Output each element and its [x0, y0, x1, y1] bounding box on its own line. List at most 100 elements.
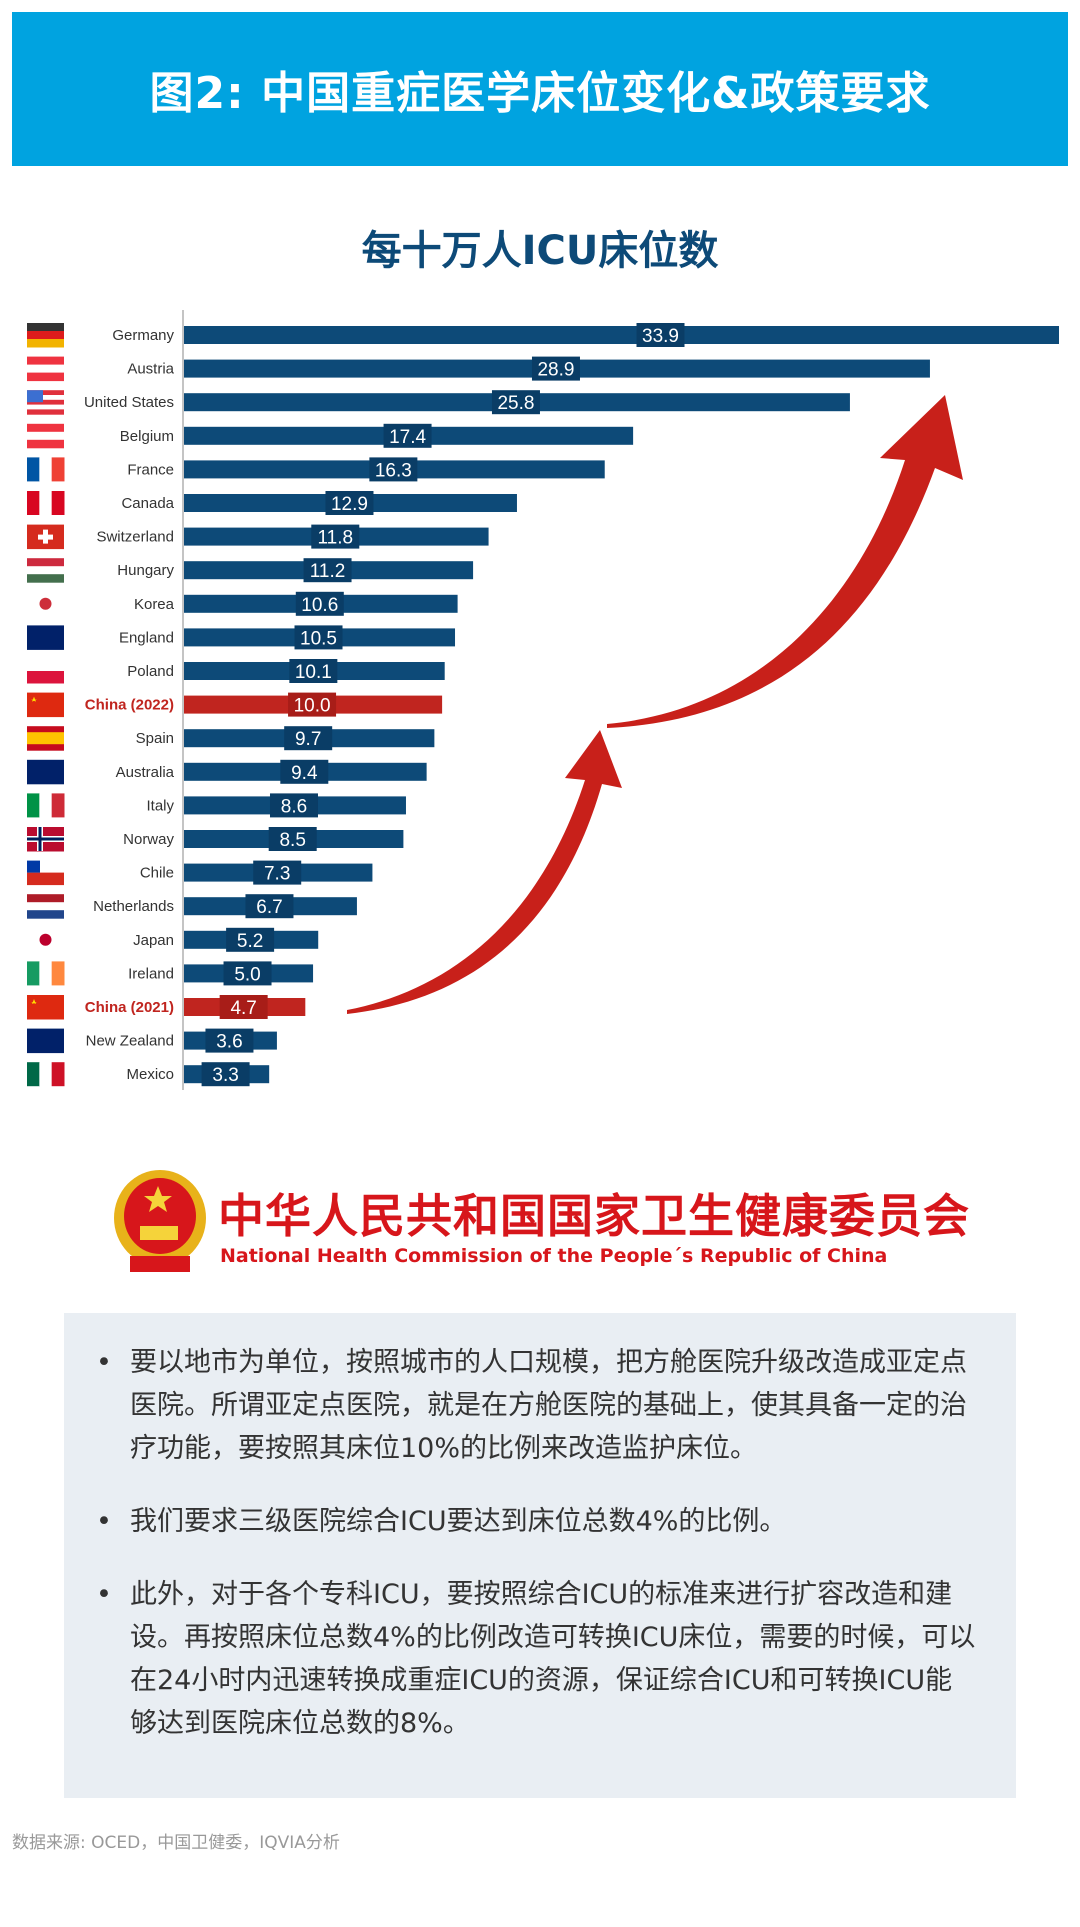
value-label: 10.0 [294, 696, 331, 717]
category-label: Japan [133, 932, 174, 949]
value-label-bg [531, 356, 580, 381]
value-label: 5.2 [237, 931, 263, 952]
flag-austria-icon [27, 356, 64, 382]
category-label: Korea [134, 596, 175, 613]
value-label: 9.7 [295, 729, 321, 750]
value-label-bg [280, 759, 329, 784]
flag-canada-icon [27, 491, 65, 515]
value-label: 6.7 [256, 897, 282, 918]
nhc-name-cn: 中华人民共和国国家卫生健康委员会 [218, 1189, 970, 1243]
value-label: 3.6 [216, 1032, 242, 1053]
value-label-bg [245, 894, 294, 919]
chart-title: 每十万人ICU床位数 [361, 228, 719, 274]
category-label: China (2022) [85, 697, 174, 714]
trend-arrow-icon [347, 730, 622, 1014]
policy-bullet: 要以地市为单位，按照城市的人口规模，把方舱医院升级改造成亚定点医院。所谓亚定点医… [96, 1341, 976, 1470]
value-label-bg [303, 558, 352, 583]
category-label: Spain [136, 730, 174, 747]
value-label-bg [253, 860, 302, 885]
flag-china-icon [27, 995, 64, 1020]
value-label: 10.1 [295, 662, 332, 683]
value-label-bg [325, 491, 374, 515]
nhc-name-en: National Health Commission of the People… [220, 1245, 888, 1267]
policy-box: 要以地市为单位，按照城市的人口规模，把方舱医院升级改造成亚定点医院。所谓亚定点医… [64, 1313, 1016, 1798]
category-label: France [127, 461, 174, 478]
flag-mexico-icon [27, 1062, 65, 1087]
value-label-bg [223, 961, 272, 986]
category-label: Italy [146, 797, 174, 814]
value-label-bg [295, 591, 344, 616]
value-label-bg [294, 625, 343, 650]
flag-new-zealand-icon [27, 1028, 64, 1054]
value-label-bg [289, 659, 338, 683]
value-label-bg [284, 726, 333, 751]
flag-ireland-icon [27, 961, 65, 986]
flag-china-icon [27, 692, 64, 718]
policy-bullet: 此外，对于各个专科ICU，要按照综合ICU的标准来进行扩容改造和建设。再按照床位… [96, 1573, 976, 1745]
flag-netherlands-icon [27, 894, 64, 919]
flag-usa-icon [27, 390, 64, 415]
value-label: 9.4 [291, 763, 318, 784]
policy-bullet: 我们要求三级医院综合ICU要达到床位总数4%的比例。 [96, 1500, 976, 1543]
value-label: 8.6 [281, 796, 307, 817]
value-label-bg [383, 423, 432, 448]
value-label: 8.5 [279, 830, 305, 851]
value-label: 16.3 [375, 460, 412, 481]
value-label-bg [205, 1028, 254, 1053]
value-label-bg [636, 323, 685, 347]
category-label: Austria [127, 361, 174, 378]
value-label: 7.3 [264, 864, 290, 885]
bar-chart: Germany 33.9 Austria 28.9 United States 25.8 B… [27, 310, 1059, 1090]
value-label-bg [369, 457, 418, 482]
flag-australia-icon [27, 759, 64, 785]
category-label: United States [84, 394, 174, 411]
value-label: 12.9 [331, 494, 368, 515]
category-label: Chile [140, 865, 174, 882]
value-label-bg [219, 995, 268, 1019]
trend-arrow-icon [607, 395, 963, 728]
value-label-bg [201, 1062, 250, 1087]
value-label: 11.8 [317, 528, 353, 549]
value-label: 10.5 [300, 628, 337, 649]
category-label: Switzerland [96, 529, 174, 546]
category-label: New Zealand [86, 1033, 174, 1050]
flag-spain-icon [27, 726, 64, 751]
flag-switzerland-icon [27, 524, 64, 550]
category-label: Netherlands [93, 898, 174, 915]
value-label: 3.3 [212, 1065, 238, 1086]
category-label: China (2021) [85, 999, 174, 1016]
value-label-bg [311, 524, 360, 549]
source-note: 数据来源: OCED，中国卫健委，IQVIA分析 [12, 1833, 340, 1853]
category-label: England [119, 629, 174, 646]
value-label: 17.4 [389, 427, 426, 448]
flag-japan-icon [27, 927, 64, 953]
category-label: Ireland [128, 965, 174, 982]
category-label: Norway [123, 831, 174, 848]
value-label: 11.2 [310, 561, 346, 582]
flag-hungary-icon [27, 558, 64, 583]
category-label: Mexico [126, 1066, 174, 1083]
category-label: Canada [121, 495, 174, 512]
national-emblem-logo [114, 1170, 206, 1272]
value-label: 33.9 [642, 326, 679, 347]
value-label: 28.9 [537, 360, 574, 381]
page-title: 图2: 中国重症医学床位变化&政策要求 [149, 68, 931, 119]
value-label-bg [491, 390, 540, 415]
value-label-bg [288, 692, 337, 717]
flag-poland-icon [27, 659, 64, 684]
flag-norway-icon [27, 827, 64, 852]
header-banner: 图2: 中国重症医学床位变化&政策要求 [12, 12, 1068, 166]
category-label: Australia [116, 764, 175, 781]
category-label: Germany [112, 327, 174, 344]
value-label-bg [226, 927, 275, 952]
flag-germany-icon [27, 323, 64, 348]
flag-chile-icon [27, 860, 64, 886]
category-label: Belgium [120, 428, 174, 445]
value-label: 25.8 [497, 393, 534, 414]
bar [184, 326, 1059, 344]
flag-italy-icon [27, 793, 65, 818]
value-label: 10.6 [301, 595, 338, 616]
value-label: 5.0 [234, 964, 260, 985]
value-label: 4.7 [230, 998, 256, 1019]
flag-korea-icon [27, 591, 64, 617]
